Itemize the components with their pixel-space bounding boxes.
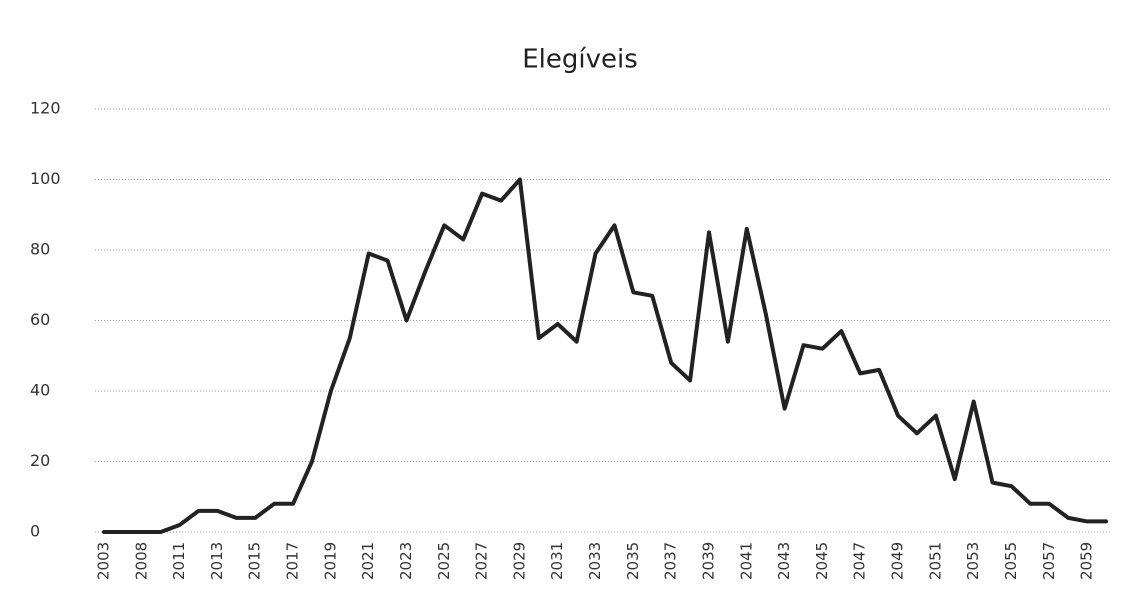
x-tick-label: 2017 bbox=[284, 542, 302, 580]
x-tick-label: 2041 bbox=[737, 542, 755, 580]
chart-title: Elegíveis bbox=[522, 45, 638, 75]
x-tick-label: 2029 bbox=[510, 542, 528, 580]
x-tick-label: 2049 bbox=[889, 542, 907, 580]
x-tick-label: 2057 bbox=[1040, 542, 1058, 580]
x-tick-label: 2019 bbox=[321, 542, 339, 580]
x-tick-label: 2031 bbox=[548, 542, 566, 580]
x-tick-label: 2045 bbox=[813, 542, 831, 580]
x-tick-label: 2008 bbox=[132, 542, 150, 580]
x-tick-label: 2053 bbox=[964, 542, 982, 580]
x-tick-label: 2023 bbox=[397, 542, 415, 580]
x-tick-label: 2025 bbox=[435, 542, 453, 580]
x-tick-label: 2039 bbox=[699, 542, 717, 580]
x-tick-label: 2051 bbox=[926, 542, 944, 580]
x-tick-label: 2021 bbox=[359, 542, 377, 580]
y-tick-label: 40 bbox=[30, 381, 50, 400]
x-tick-label: 2059 bbox=[1078, 542, 1096, 580]
x-tick-label: 2011 bbox=[170, 542, 188, 580]
y-tick-label: 20 bbox=[30, 451, 50, 470]
x-tick-label: 2043 bbox=[775, 542, 793, 580]
x-tick-label: 2033 bbox=[586, 542, 604, 580]
y-tick-label: 100 bbox=[30, 169, 61, 188]
x-tick-label: 2027 bbox=[473, 542, 491, 580]
data-line bbox=[102, 177, 1108, 534]
x-tick-label: 2035 bbox=[624, 542, 642, 580]
y-tick-label: 120 bbox=[30, 99, 61, 118]
y-tick-label: 80 bbox=[30, 240, 50, 259]
y-tick-label: 60 bbox=[30, 310, 50, 329]
x-tick-label: 2013 bbox=[208, 542, 226, 580]
y-tick-label: 0 bbox=[30, 522, 40, 541]
x-tick-label: 2047 bbox=[851, 542, 869, 580]
x-tick-label: 2015 bbox=[246, 542, 264, 580]
x-tick-label: 2003 bbox=[95, 542, 113, 580]
x-tick-label: 2037 bbox=[662, 542, 680, 580]
x-tick-label: 2055 bbox=[1002, 542, 1020, 580]
